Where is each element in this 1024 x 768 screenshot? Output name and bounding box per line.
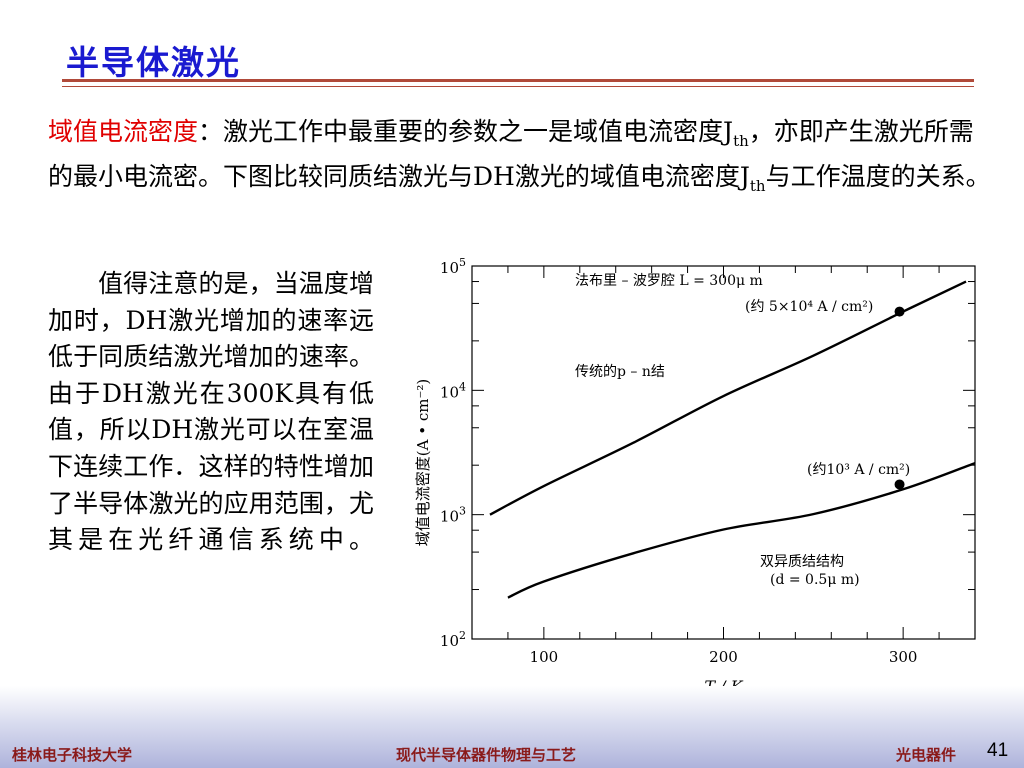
- series-line-pn: [489, 280, 967, 516]
- x-tick-label: 100: [530, 648, 559, 666]
- title-rule: [62, 79, 974, 82]
- page-number: 41: [987, 740, 1009, 761]
- intro-text-a: 激光工作中最重要的参数之一是域值电流密度J: [223, 117, 734, 146]
- side-paragraph: 值得注意的是，当温度增加时，DH激光增加的速率远低于同质结激光增加的速率。由于D…: [48, 266, 374, 559]
- annotation-pn-label: 传统的p – n结: [575, 364, 665, 380]
- intro-subscript-2: th: [749, 177, 766, 195]
- side-text: 值得注意的是，当温度增加时，DH激光增加的速率远低于同质结激光增加的速率。由于D…: [48, 269, 374, 555]
- footer-chapter: 光电器件: [896, 746, 957, 764]
- threshold-chart: 102103104105100200300T / K域值电流密度(A • cm⁻…: [414, 258, 976, 696]
- y-tick-label: 103: [440, 505, 466, 526]
- annotation-cavity: 法布里 – 波罗腔 L = 300μ m: [575, 273, 763, 289]
- footer-university: 桂林电子科技大学: [12, 746, 133, 764]
- annotation-pn-value: (约 5×10⁴ A / cm²): [745, 299, 873, 315]
- slide-title: 半导体激光: [66, 43, 241, 82]
- annotation-dh-value: (约10³ A / cm²): [807, 462, 910, 478]
- x-tick-label: 300: [889, 648, 918, 666]
- intro-subscript-1: th: [733, 132, 749, 150]
- y-axis-label: 域值电流密度(A • cm⁻²): [414, 379, 432, 546]
- intro-text-b: ，亦即产生激光所需的最小电流密。下图比较同质结激光与DH激光的域值电流密度J: [48, 117, 974, 191]
- intro-colon: ：: [198, 117, 224, 146]
- series-line-dh: [507, 461, 976, 599]
- data-marker: [894, 479, 905, 490]
- y-tick-label: 102: [440, 629, 466, 650]
- footer-course: 现代半导体器件物理与工艺: [396, 746, 577, 764]
- x-tick-label: 200: [709, 648, 738, 666]
- annotation-dh-thickness: (d = 0.5μ m): [770, 572, 860, 588]
- y-tick-label: 104: [440, 380, 466, 401]
- annotation-dh-label: 双异质结结构: [760, 554, 844, 570]
- plot-frame: [471, 265, 976, 640]
- intro-paragraph: 域值电流密度：激光工作中最重要的参数之一是域值电流密度Jth，亦即产生激光所需的…: [48, 114, 998, 204]
- keyword: 域值电流密度: [48, 117, 199, 146]
- intro-text-c: 与工作温度的关系。: [765, 162, 991, 191]
- title-rule-thin: [62, 86, 974, 87]
- data-marker: [894, 306, 905, 317]
- y-tick-label: 105: [440, 258, 466, 277]
- footer-band: [0, 686, 1024, 768]
